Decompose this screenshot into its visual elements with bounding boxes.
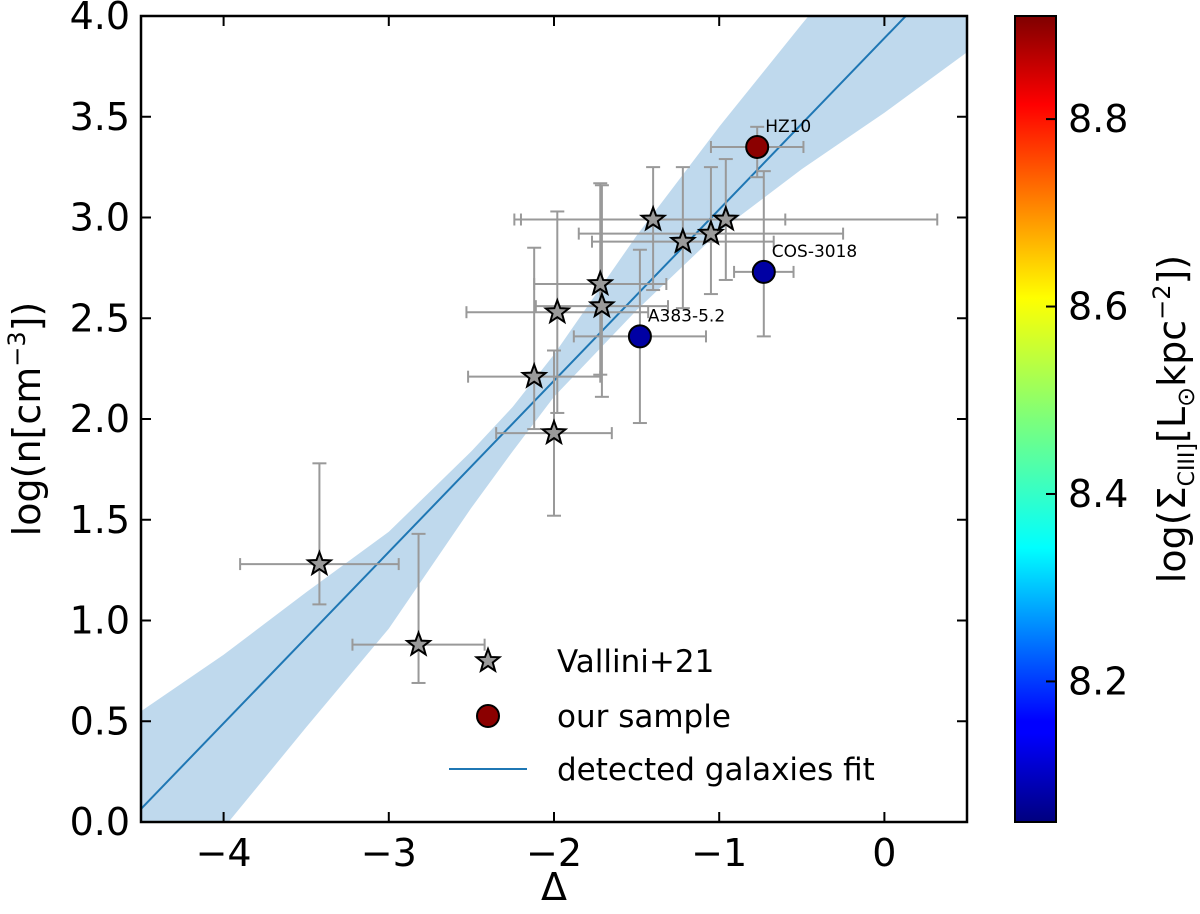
legend: Vallini+21 our sample detected galaxies fi…: [449, 644, 875, 788]
colorbar-tick-label: 8.2: [1068, 659, 1128, 703]
y-tick-label: 1.5: [70, 498, 130, 542]
x-tick-label: 0: [872, 831, 896, 875]
vallini-star-point: [539, 418, 569, 446]
legend-circle-icon: [476, 704, 500, 728]
plot-area: [141, 16, 967, 822]
vallini-star-point: [711, 204, 740, 232]
y-tick-label: 0.5: [70, 699, 130, 743]
legend-entry-fit: detected galaxies fit: [449, 752, 875, 788]
y-tick-label: 2.0: [70, 397, 130, 441]
point-annotation: HZ10: [765, 117, 811, 137]
point-annotation: A383-5.2: [648, 306, 725, 326]
y-tick-label: 4.0: [70, 0, 130, 38]
vallini-star-point: [404, 629, 433, 657]
y-tick-label: 3.0: [70, 196, 130, 240]
legend-entry-vallini: Vallini+21: [473, 644, 714, 680]
colorbar-tick-label: 8.4: [1068, 472, 1128, 516]
vallini-star-point: [668, 226, 698, 254]
x-tick-label: −4: [196, 831, 252, 875]
colorbar-tick-label: 8.8: [1068, 97, 1128, 141]
y-tick-label: 1.0: [70, 599, 130, 643]
legend-star-icon: [473, 646, 503, 674]
y-tick-label: 3.5: [70, 95, 130, 139]
x-axis-title: Δ: [541, 865, 567, 909]
x-tick-label: −3: [361, 831, 417, 875]
y-tick-label: 2.5: [70, 296, 130, 340]
legend-label: our sample: [557, 699, 731, 735]
vallini-star-point: [305, 549, 334, 577]
vallini-star-point: [638, 204, 668, 232]
colorbar-title: log(ΣCIII][L⊙kpc−2]): [1148, 255, 1200, 583]
x-tick-label: −1: [691, 831, 747, 875]
sample-circle-point: [751, 259, 776, 284]
legend-label: Vallini+21: [557, 644, 714, 680]
vallini-star-point: [543, 297, 572, 325]
fit-confidence-band: [141, 16, 967, 822]
sample-circle-point: [627, 324, 652, 349]
colorbar-ticks: 8.2 8.4 8.6 8.8: [1046, 97, 1128, 703]
colorbar: [1014, 15, 1057, 823]
x-tick-label: −2: [526, 831, 582, 875]
y-axis-title: log(n[cm−3]): [3, 302, 49, 537]
sample-circle-point: [745, 134, 770, 159]
axis-ticks: −4 −3 −2 −1 0 0.0 0.5 1.0 1.5 2.0 2.5 3.0 3.5 4.0: [70, 0, 967, 875]
point-annotation: COS-3018: [772, 242, 857, 262]
vallini-star-point: [586, 269, 615, 297]
vallini-star-point: [520, 361, 549, 389]
vallini-star-point: [587, 291, 617, 319]
legend-entry-sample: our sample: [476, 699, 731, 735]
y-tick-label: 0.0: [70, 800, 130, 844]
legend-label: detected galaxies fit: [557, 752, 875, 788]
colorbar-tick-label: 8.6: [1068, 285, 1128, 329]
